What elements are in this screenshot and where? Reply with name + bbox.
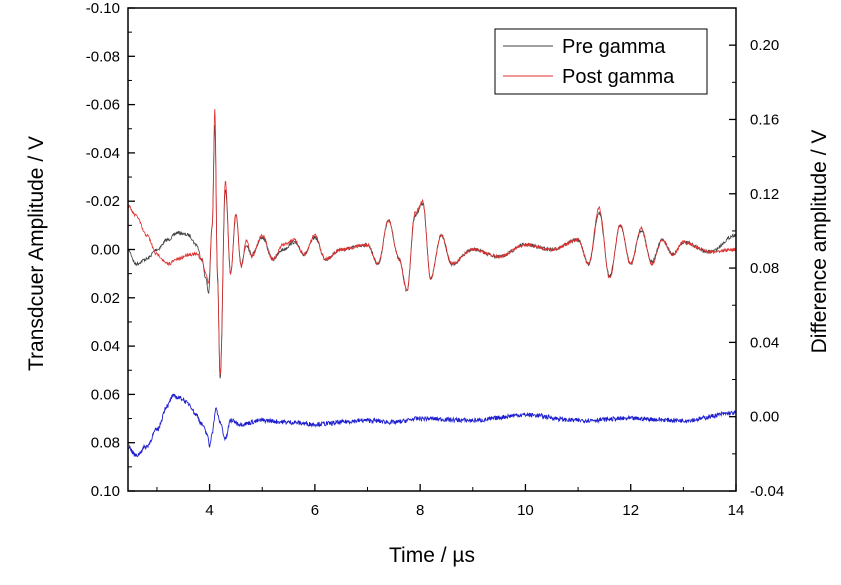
y-right-tick-label: 0.00 bbox=[750, 409, 779, 426]
x-tick-label: 10 bbox=[517, 502, 534, 519]
legend: Pre gamma Post gamma bbox=[494, 28, 708, 95]
y-axis-right: -0.04 0.00 0.04 0.08 0.12 0.16 0.20 bbox=[729, 37, 784, 500]
x-tick-label: 6 bbox=[311, 502, 319, 519]
y-left-tick-label: 0.04 bbox=[91, 338, 120, 355]
x-tick-label: 14 bbox=[728, 502, 745, 519]
legend-label: Post gamma bbox=[562, 66, 675, 88]
y-right-tick-label: 0.20 bbox=[750, 37, 779, 54]
x-axis-title: Time / µs bbox=[389, 544, 475, 567]
y-right-tick-label: 0.16 bbox=[750, 111, 779, 128]
y-left-tick-label: -0.02 bbox=[86, 193, 120, 210]
x-axis: 4 6 8 10 12 14 bbox=[156, 484, 745, 519]
x-tick-label: 8 bbox=[416, 502, 424, 519]
x-tick-label: 12 bbox=[622, 502, 639, 519]
y-right-tick-label: 0.08 bbox=[750, 260, 779, 277]
y-left-tick-label: 0.10 bbox=[91, 483, 120, 500]
y-left-tick-label: 0.02 bbox=[91, 290, 120, 307]
y-left-tick-label: 0.06 bbox=[91, 386, 120, 403]
y-left-tick-label: -0.04 bbox=[86, 145, 120, 162]
legend-label: Pre gamma bbox=[562, 36, 666, 58]
y-left-tick-label: -0.06 bbox=[86, 97, 120, 114]
y-axis-right-title: Difference amplitude / V bbox=[808, 130, 831, 354]
y-right-tick-label: 0.12 bbox=[750, 186, 779, 203]
y-left-tick-label: -0.08 bbox=[86, 48, 120, 65]
plot-series bbox=[128, 108, 736, 458]
series-line-post-gamma bbox=[128, 108, 736, 375]
y-left-tick-label: 0.00 bbox=[91, 242, 120, 259]
y-left-tick-label: -0.10 bbox=[86, 0, 120, 17]
y-right-tick-label: 0.04 bbox=[750, 334, 779, 351]
y-left-tick-label: 0.08 bbox=[91, 435, 120, 452]
series-line-difference bbox=[128, 393, 736, 458]
legend-box bbox=[494, 28, 708, 95]
y-right-tick-label: -0.04 bbox=[750, 483, 784, 500]
y-axis-left: -0.10 -0.08 -0.06 -0.04 -0.02 0.00 0.02 0.04 0.0… bbox=[86, 0, 135, 500]
x-tick-label: 4 bbox=[205, 502, 213, 519]
y-axis-left-title: Transdcuer Amplitude / V bbox=[25, 136, 48, 371]
